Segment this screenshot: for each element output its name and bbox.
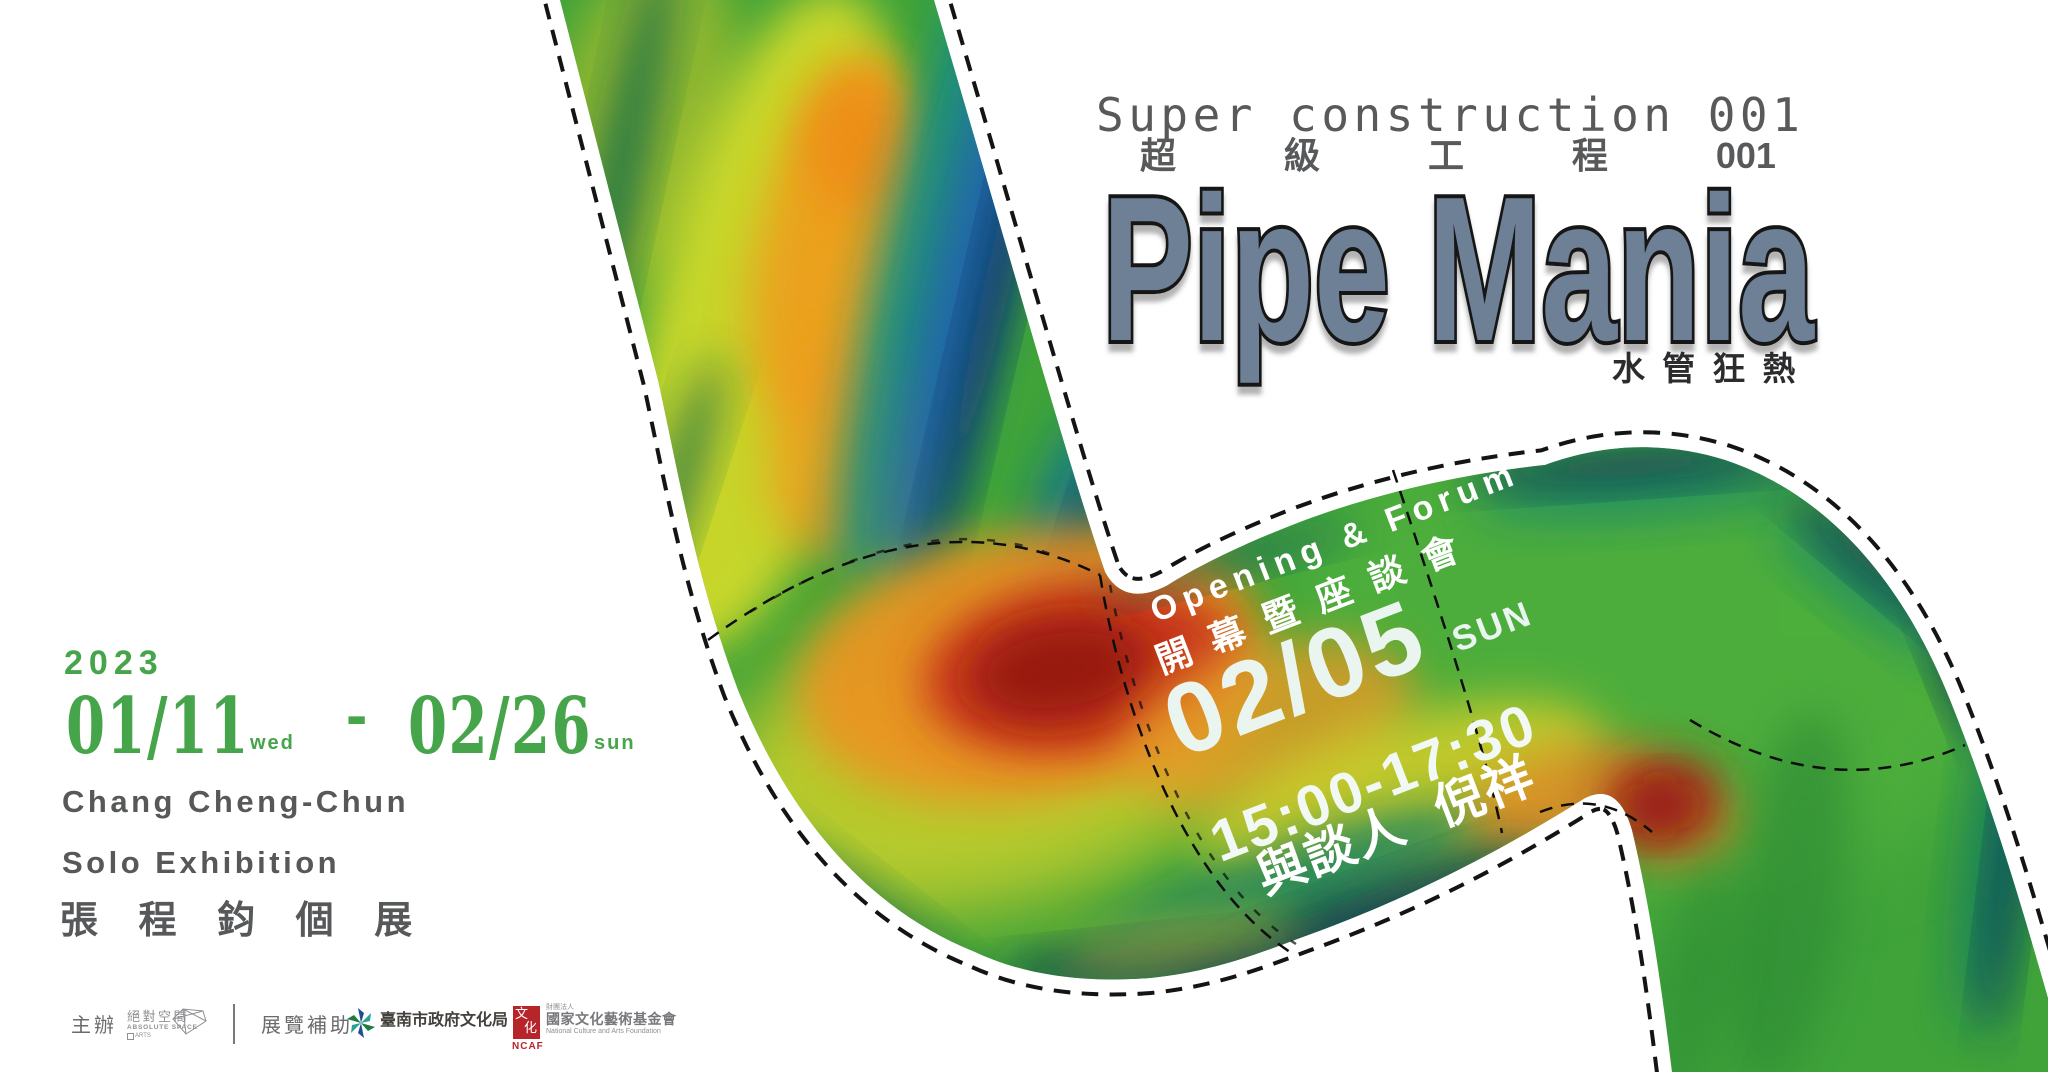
main-title-art: Pipe Mania [1098, 176, 1819, 388]
grid-icon [127, 1032, 134, 1040]
ncaf-name-en: National Culture and Arts Foundation [546, 1028, 661, 1035]
supertitle-cjk: 超 級 工 程 001 [1140, 138, 1776, 174]
exhibition-date-start-day: wed [250, 732, 295, 754]
ncaf-seal-icon: 文 化 [513, 1006, 540, 1039]
exhibition-date-end: 02/26 [408, 681, 593, 772]
supertitle-en: Super construction 001 [1096, 88, 1805, 142]
main-title: Pipe Mania [1102, 176, 1815, 384]
organizer-name-en: ABSOLUTE SPACE [127, 1024, 198, 1031]
exhibition-year: 2023 [64, 644, 164, 682]
supertitle-cjk-char: 級 [1283, 135, 1320, 176]
ncaf-logo-text: 財團法人 國家文化藝術基金會 National Culture and Arts… [546, 1004, 677, 1035]
exhibition-title-cjk: 張 程 鈞 個 展 [60, 900, 417, 942]
organizer-name-cjk: 絕對空間 [127, 1009, 190, 1024]
tainan-bureau-icon [347, 1008, 375, 1038]
ncaf-seal-char: 文 [515, 1007, 529, 1022]
exhibition-type: Solo Exhibition [62, 845, 341, 880]
footer-divider [233, 1004, 235, 1044]
supertitle-cjk-num: 001 [1715, 135, 1776, 176]
artist-name-en: Chang Cheng-Chun [62, 784, 410, 819]
supertitle-cjk-char: 超 [1140, 135, 1177, 176]
tainan-bureau-name: 臺南市政府文化局 [380, 1010, 509, 1029]
ncaf-abbr: NCAF [512, 1041, 544, 1052]
organizer-label: 主辦 [71, 1015, 117, 1037]
absolute-space-logo: 絕對空間 ABSOLUTE SPACE ARTS [127, 1010, 198, 1040]
pipe-joint-lines [707, 469, 1966, 954]
event-weekday: SUN [1446, 593, 1539, 660]
ncaf-seal-char: 化 [524, 1021, 538, 1036]
ncaf-name-cjk: 國家文化藝術基金會 [546, 1011, 677, 1027]
ncaf-org-type: 財團法人 [546, 1004, 574, 1011]
supertitle-cjk-char: 程 [1571, 135, 1608, 176]
support-label: 展覽補助 [261, 1015, 353, 1037]
main-title-cjk: 水 管 狂 熱 [1612, 350, 1800, 387]
date-separator: - [346, 679, 368, 751]
organizer-sub: ARTS [127, 1032, 198, 1040]
organizer-sub-label: ARTS [135, 1033, 151, 1039]
diamond-icon [172, 1008, 207, 1035]
exhibition-date-end-day: sun [594, 732, 636, 754]
supertitle-cjk-char: 工 [1427, 135, 1464, 176]
exhibition-date-start: 01/11 [66, 681, 251, 772]
